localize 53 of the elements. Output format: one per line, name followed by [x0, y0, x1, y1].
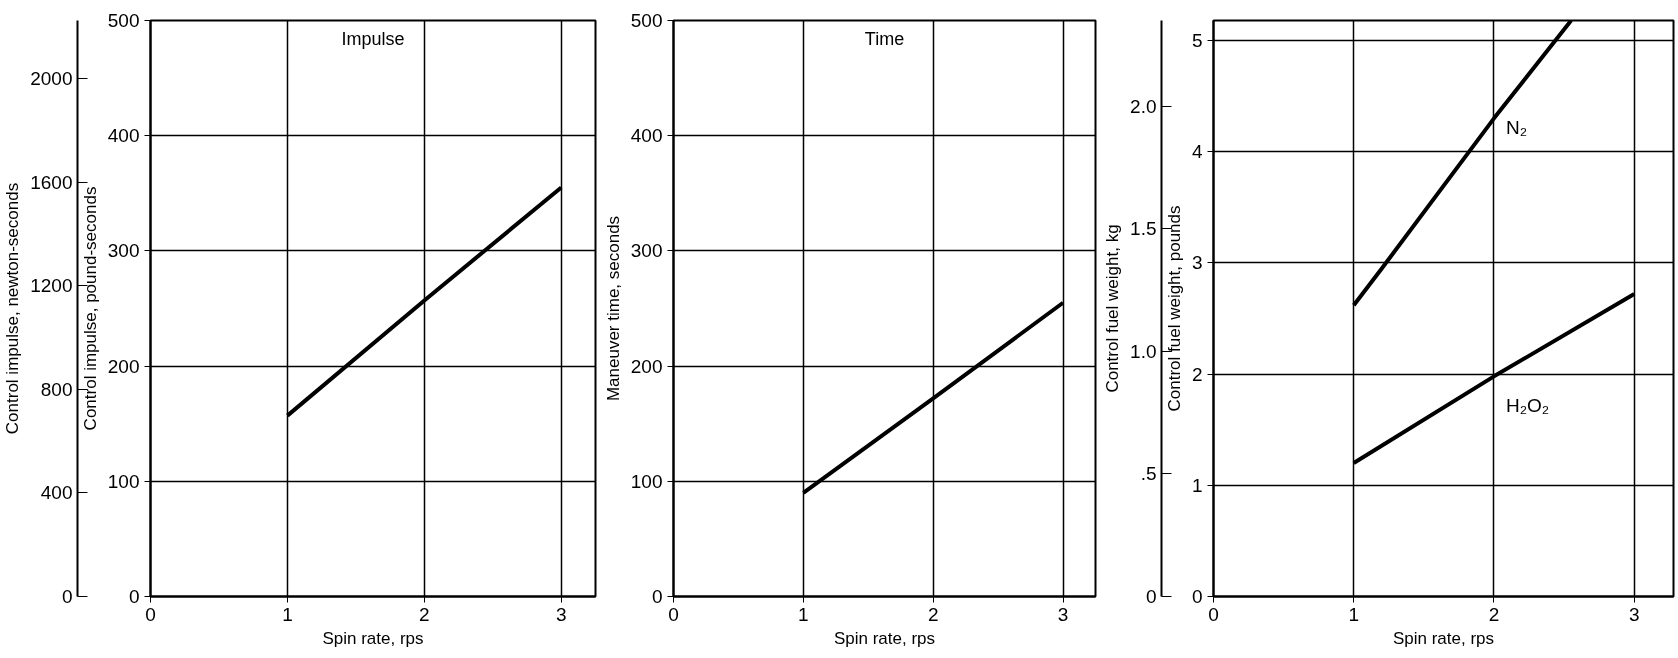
y-axis-title: Control fuel weight, pounds: [1164, 205, 1184, 412]
y-tick-label: 4: [1191, 141, 1203, 163]
x-tick-label: 0: [668, 603, 679, 625]
y-tick-label: 200: [107, 355, 140, 377]
y2-axis-title: Control impulse, newton-seconds: [3, 182, 23, 435]
y-tick-label: 300: [107, 240, 140, 262]
y-tick-label: 400: [630, 125, 663, 147]
y2-tick-label: 0: [61, 586, 73, 607]
x-tick-label: 3: [1628, 603, 1640, 625]
series-label: H₂O₂: [1505, 395, 1550, 417]
y-tick-label: 400: [107, 125, 140, 147]
x-axis-title: Spin rate, rps: [322, 628, 424, 648]
y2-axis-title: Control fuel weight, kg: [1103, 224, 1123, 393]
x-axis-title: Spin rate, rps: [1392, 628, 1495, 648]
annotation: Impulse: [341, 28, 405, 49]
y2-tick-label: 400: [40, 482, 73, 504]
x-tick-label: 2: [419, 603, 430, 625]
y-tick-label: 300: [630, 240, 663, 262]
x-tick-label: 1: [1348, 603, 1360, 625]
x-tick-label: 2: [1488, 603, 1500, 625]
x-tick-label: 3: [555, 603, 567, 625]
y2-tick-label: 1.5: [1130, 218, 1157, 240]
x-tick-label: 3: [1057, 603, 1069, 625]
y-tick-label: 100: [107, 470, 140, 492]
x-axis-title: Spin rate, rps: [833, 628, 936, 648]
y-tick-label: 3: [1191, 252, 1203, 274]
y2-tick-label: 2000: [30, 68, 73, 90]
x-tick-label: 1: [282, 603, 293, 625]
y-tick-label: 0: [1191, 586, 1203, 607]
x-tick-label: 1: [798, 603, 809, 625]
y-tick-label: 2: [1191, 363, 1203, 385]
y2-tick-label: 2.0: [1130, 95, 1157, 117]
y2-tick-label: 1200: [30, 275, 73, 297]
y2-tick-label: 1600: [30, 171, 73, 193]
y-tick-label: 5: [1191, 30, 1203, 52]
y-axis-title: Control impulse, pound-seconds: [80, 186, 100, 431]
x-tick-label: 2: [927, 603, 939, 625]
y2-tick-label: 800: [40, 378, 73, 400]
y-axis-title: Maneuver time, seconds: [603, 215, 623, 402]
y-tick-label: 1: [1191, 474, 1203, 496]
y2-tick-label: .5: [1140, 463, 1157, 485]
y-tick-label: 100: [630, 470, 663, 492]
y-tick-label: 500: [630, 10, 663, 31]
series-label: N₂: [1505, 117, 1528, 139]
y-tick-label: 0: [651, 586, 663, 607]
x-tick-label: 0: [145, 603, 156, 625]
x-tick-label: 0: [1208, 603, 1219, 625]
y-tick-label: 200: [630, 355, 663, 377]
y-tick-label: 500: [107, 10, 140, 31]
y2-tick-label: 1.0: [1130, 340, 1157, 362]
y-tick-label: 0: [128, 586, 140, 607]
y2-tick-label: 0: [1145, 586, 1157, 607]
annotation: Time: [864, 28, 905, 49]
